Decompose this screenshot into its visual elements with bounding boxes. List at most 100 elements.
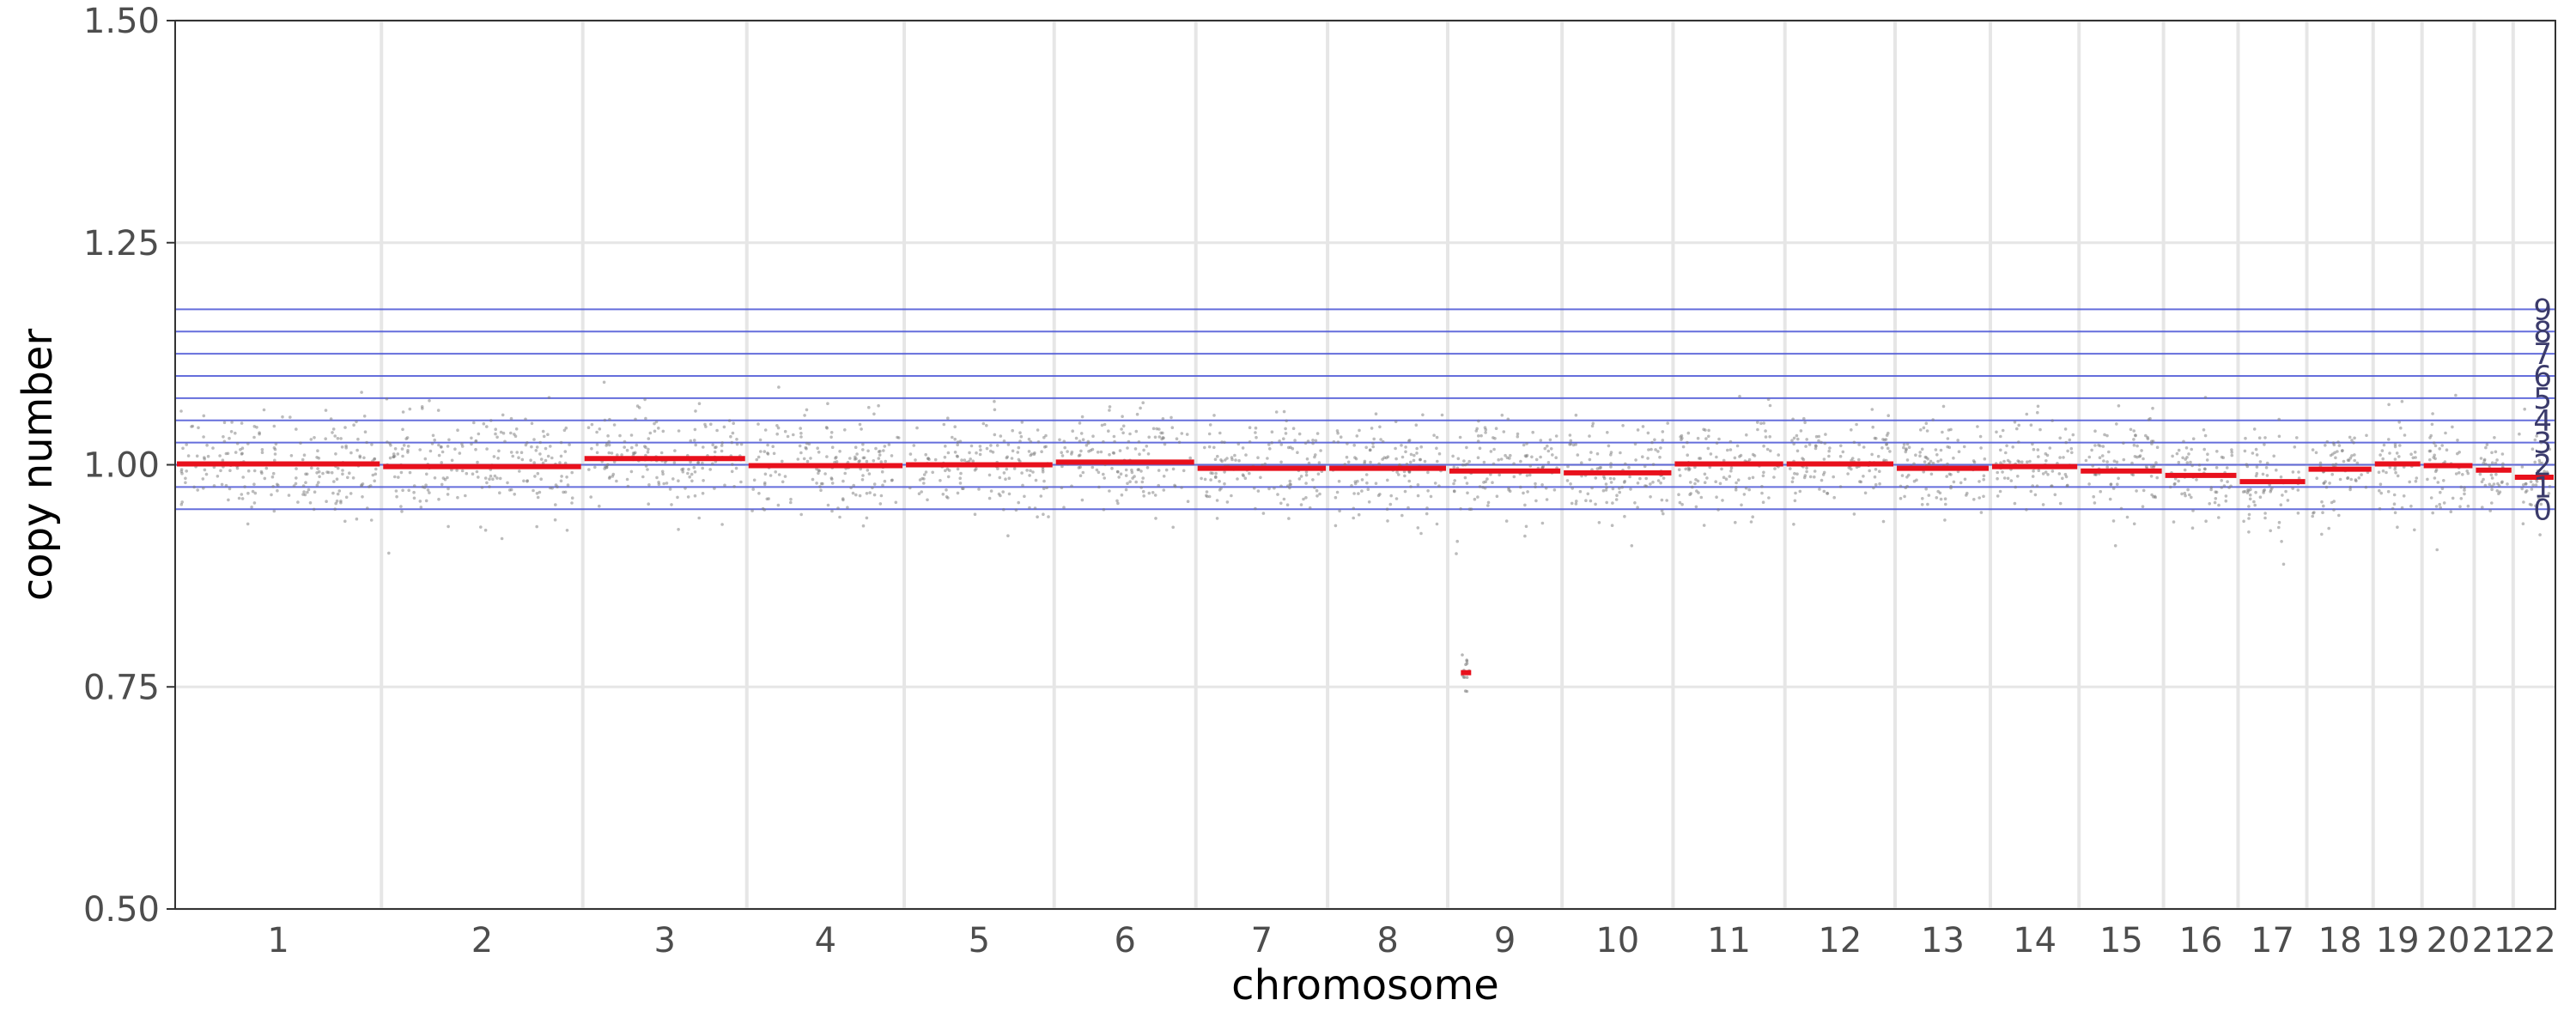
bin-point bbox=[2263, 443, 2266, 446]
bin-point bbox=[896, 435, 899, 439]
bin-point bbox=[999, 494, 1002, 498]
bin-point bbox=[1256, 456, 1260, 459]
bin-point bbox=[1677, 468, 1681, 471]
bin-point bbox=[2177, 479, 2180, 483]
bin-point bbox=[388, 456, 392, 460]
bin-point bbox=[186, 454, 191, 457]
bin-point bbox=[2197, 464, 2202, 467]
bin-point bbox=[1818, 488, 1821, 491]
bin-point bbox=[1267, 443, 1271, 446]
bin-point bbox=[1838, 454, 1843, 458]
bin-point bbox=[2092, 494, 2095, 499]
bin-point bbox=[2500, 480, 2504, 484]
bin-point bbox=[882, 449, 885, 452]
bin-point bbox=[1484, 431, 1487, 434]
bin-point bbox=[732, 485, 736, 488]
bin-point bbox=[1506, 417, 1510, 421]
bin-point bbox=[1356, 479, 1359, 483]
bin-point bbox=[1636, 482, 1640, 485]
bin-point bbox=[1618, 487, 1621, 490]
bin-point bbox=[2379, 482, 2383, 486]
bin-point bbox=[1355, 434, 1359, 438]
bin-point bbox=[865, 459, 869, 464]
bin-point bbox=[563, 450, 568, 453]
bin-point bbox=[1885, 458, 1888, 463]
bin-point bbox=[1792, 442, 1795, 445]
bin-point bbox=[2214, 497, 2218, 500]
bin-point bbox=[789, 500, 793, 505]
bin-point bbox=[2189, 460, 2192, 464]
bin-point bbox=[447, 487, 450, 491]
bin-point bbox=[912, 444, 916, 447]
bin-point bbox=[412, 490, 416, 494]
bin-point bbox=[686, 471, 690, 476]
bin-point bbox=[830, 482, 835, 485]
bin-point bbox=[1715, 495, 1718, 499]
bin-point bbox=[958, 482, 963, 485]
bin-point bbox=[1018, 459, 1022, 464]
bin-point bbox=[1623, 479, 1626, 483]
bin-point bbox=[694, 443, 697, 447]
bin-point bbox=[1552, 488, 1557, 492]
bin-point bbox=[1634, 458, 1637, 462]
bin-point bbox=[1070, 452, 1073, 456]
bin-point bbox=[549, 445, 552, 448]
bin-point bbox=[1924, 487, 1928, 491]
bin-point bbox=[2322, 482, 2325, 485]
bin-point bbox=[2185, 456, 2189, 459]
bin-point bbox=[1060, 486, 1064, 489]
bin-point bbox=[336, 437, 340, 440]
bin-point bbox=[803, 414, 806, 417]
bin-point bbox=[1591, 421, 1595, 426]
bin-point bbox=[2037, 455, 2040, 458]
bin-point bbox=[302, 490, 306, 494]
bin-point bbox=[2348, 485, 2353, 489]
bin-point bbox=[1089, 448, 1093, 452]
bin-point bbox=[843, 428, 847, 432]
bin-point bbox=[956, 491, 960, 495]
bin-point bbox=[1244, 453, 1248, 457]
bin-point bbox=[1718, 482, 1722, 486]
bin-point bbox=[1884, 438, 1888, 441]
bin-point bbox=[1899, 484, 1903, 488]
bin-point bbox=[2001, 470, 2004, 474]
bin-point bbox=[1288, 486, 1291, 490]
bin-point bbox=[1207, 494, 1212, 499]
bin-point bbox=[1040, 450, 1043, 453]
bin-point bbox=[368, 485, 371, 488]
bin-point bbox=[1608, 476, 1613, 481]
bin-point bbox=[1610, 524, 1614, 527]
bin-point bbox=[2429, 496, 2433, 500]
bin-point bbox=[1656, 479, 1661, 482]
bin-point bbox=[387, 551, 391, 555]
bin-point bbox=[251, 489, 255, 494]
bin-point bbox=[2102, 459, 2105, 463]
bin-point bbox=[811, 477, 815, 482]
bin-point bbox=[2530, 488, 2534, 491]
bin-point bbox=[1820, 440, 1823, 445]
bin-point bbox=[1540, 483, 1544, 487]
bin-point bbox=[1633, 501, 1637, 505]
bin-point bbox=[1658, 455, 1662, 459]
bin-point bbox=[1042, 487, 1046, 490]
bin-point bbox=[1374, 482, 1378, 485]
bin-point bbox=[1458, 435, 1462, 439]
bin-point bbox=[1586, 492, 1590, 496]
bin-point bbox=[696, 461, 701, 464]
bin-point bbox=[1404, 450, 1407, 454]
bin-point bbox=[611, 472, 616, 476]
bin-point bbox=[2459, 497, 2464, 500]
bin-point bbox=[2402, 494, 2406, 498]
bin-point bbox=[1465, 482, 1469, 485]
bin-point bbox=[2480, 480, 2484, 484]
bin-point bbox=[2387, 403, 2391, 407]
bin-point bbox=[1691, 485, 1694, 489]
x-tick-label: 5 bbox=[969, 921, 990, 960]
bin-point bbox=[2479, 457, 2483, 460]
bin-point bbox=[2466, 504, 2470, 508]
bin-point bbox=[1334, 524, 1338, 528]
bin-point bbox=[1477, 419, 1480, 423]
bin-point bbox=[2293, 445, 2297, 449]
bin-point bbox=[959, 471, 963, 476]
bin-point bbox=[697, 516, 701, 520]
